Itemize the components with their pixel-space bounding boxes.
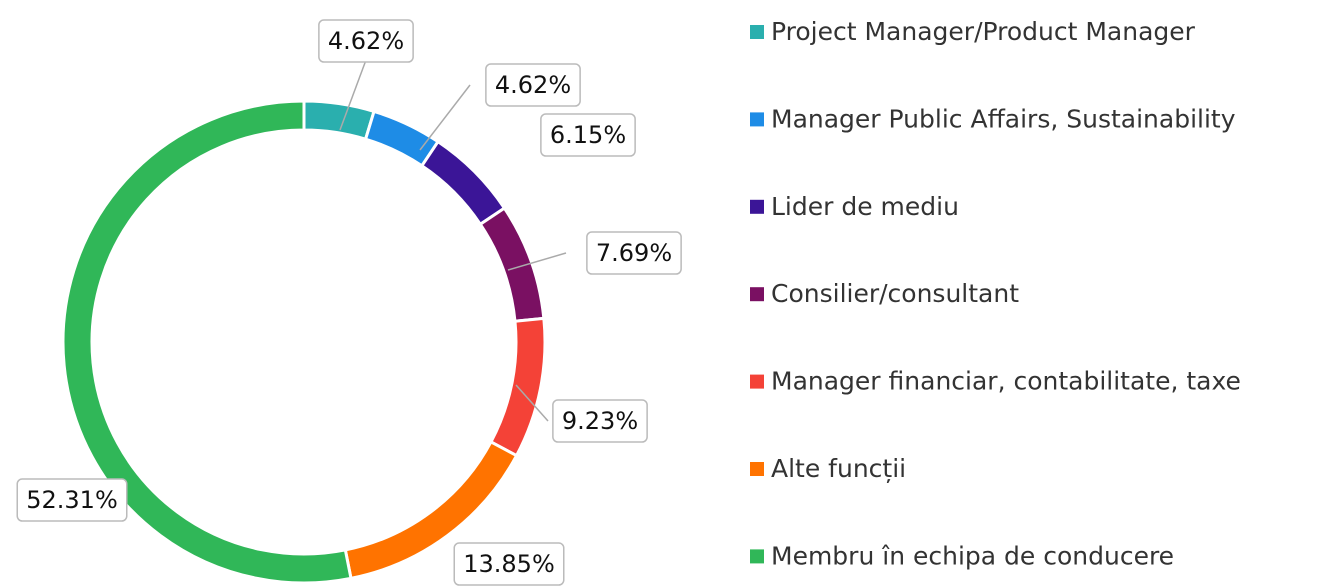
donut-slice bbox=[302, 99, 376, 142]
leader-line bbox=[515, 384, 549, 422]
legend-swatch bbox=[750, 25, 764, 39]
data-label: 4.62% bbox=[328, 27, 404, 55]
leader-line bbox=[339, 59, 367, 131]
legend-label: Consilier/consultant bbox=[771, 279, 1019, 308]
data-label: 4.62% bbox=[495, 71, 571, 99]
legend-swatch bbox=[750, 549, 764, 564]
legend-label: Membru în echipa de conducere bbox=[771, 541, 1174, 570]
legend-swatch bbox=[750, 462, 764, 476]
legend-label: Alte funcții bbox=[771, 454, 906, 483]
legend-swatch bbox=[750, 112, 764, 127]
data-label: 52.31% bbox=[26, 486, 118, 514]
legend-label: Manager Public Affairs, Sustainability bbox=[771, 104, 1236, 133]
data-label: 7.69% bbox=[596, 239, 672, 267]
label-box bbox=[485, 63, 581, 107]
legend-swatch bbox=[750, 374, 764, 389]
legend-swatch bbox=[750, 287, 764, 302]
data-label: 13.85% bbox=[463, 550, 555, 578]
leader-line bbox=[507, 252, 567, 271]
data-label: 9.23% bbox=[562, 407, 638, 435]
leader-line bbox=[419, 84, 471, 151]
data-label: 6.15% bbox=[550, 121, 626, 149]
legend-label: Manager financiar, contabilitate, taxe bbox=[771, 367, 1241, 396]
label-box bbox=[16, 478, 128, 522]
donut-slice bbox=[419, 139, 507, 227]
label-box bbox=[318, 19, 414, 63]
label-box bbox=[586, 231, 682, 275]
legend-label: Lider de mediu bbox=[771, 192, 959, 221]
donut-slice bbox=[478, 206, 546, 323]
legend-label: Project Manager/Product Manager bbox=[771, 17, 1196, 46]
label-box bbox=[540, 113, 636, 157]
label-box bbox=[453, 542, 565, 586]
legend-swatch bbox=[750, 199, 764, 214]
label-box bbox=[552, 399, 648, 443]
